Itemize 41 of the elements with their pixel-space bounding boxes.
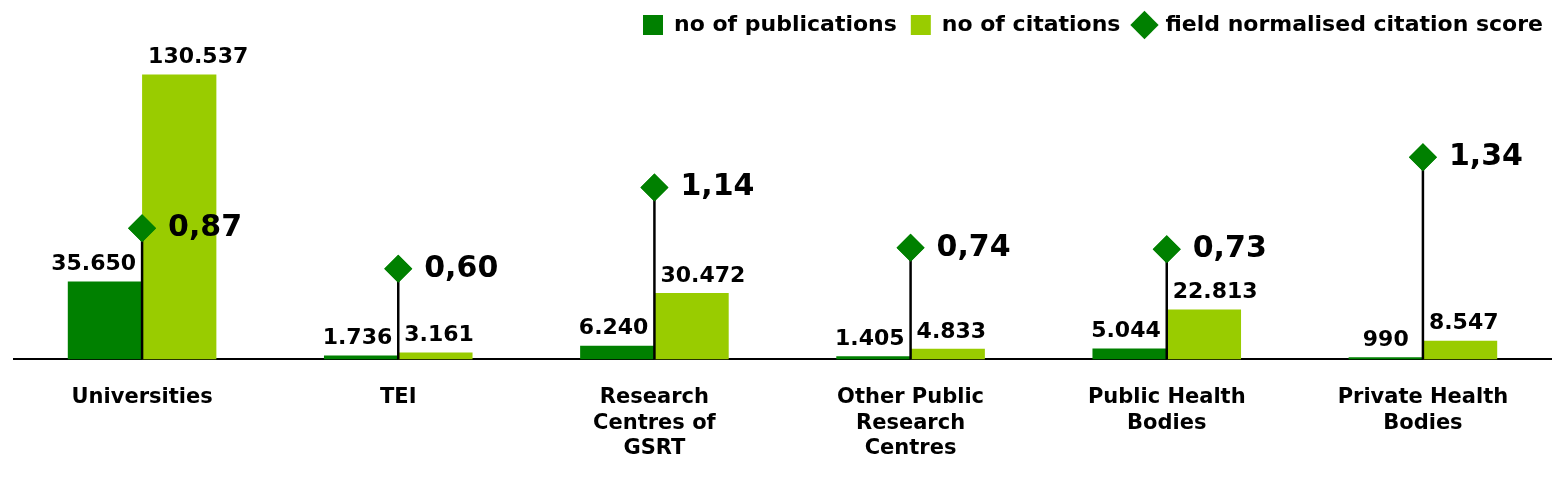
data-label: 0,60 [424,248,499,284]
point [128,214,157,243]
point [1152,235,1181,264]
bar [67,281,143,360]
x-tick-label: Universities [71,384,213,409]
bar [910,348,985,360]
data-label: 1,34 [1448,137,1523,172]
data-label: 5.044 [1091,317,1161,343]
data-label: 1,14 [680,167,755,203]
data-label: 0,73 [1192,229,1267,265]
x-tick-label: Private Health Bodies [1337,384,1509,434]
legend-label: no of publications [673,10,897,36]
data-label: 35.650 [51,250,137,276]
data-label: 990 [1362,325,1409,351]
data-label: 22.813 [1172,278,1258,304]
legend-label: field normalised citation score [1165,10,1544,36]
x-tick-label: Other Public Research Centres [837,384,985,459]
legend-label: no of citations [941,10,1121,36]
point [1408,143,1437,172]
bar [580,345,655,360]
data-label: 1.405 [834,325,905,351]
bar [654,292,729,360]
data-label: 6.240 [578,314,649,340]
x-tick-label: Research Centres of GSRT [593,384,717,459]
data-label: 8.547 [1428,309,1499,335]
point [640,173,669,202]
bar [836,356,911,360]
data-label: 4.833 [916,317,987,343]
bar [1422,340,1498,360]
data-label: 30.472 [660,261,746,287]
bar [1166,309,1242,360]
point [896,233,925,262]
bar [1348,357,1423,360]
data-label: 3.161 [404,321,474,347]
x-tick-label: TEI [380,384,417,409]
data-label: 130.537 [148,43,249,69]
point [384,254,413,283]
data-label: 1.736 [322,324,393,350]
data-label: 0,74 [936,227,1011,263]
bar [1092,348,1167,360]
x-tick-label: Public Health Bodies [1087,384,1246,434]
